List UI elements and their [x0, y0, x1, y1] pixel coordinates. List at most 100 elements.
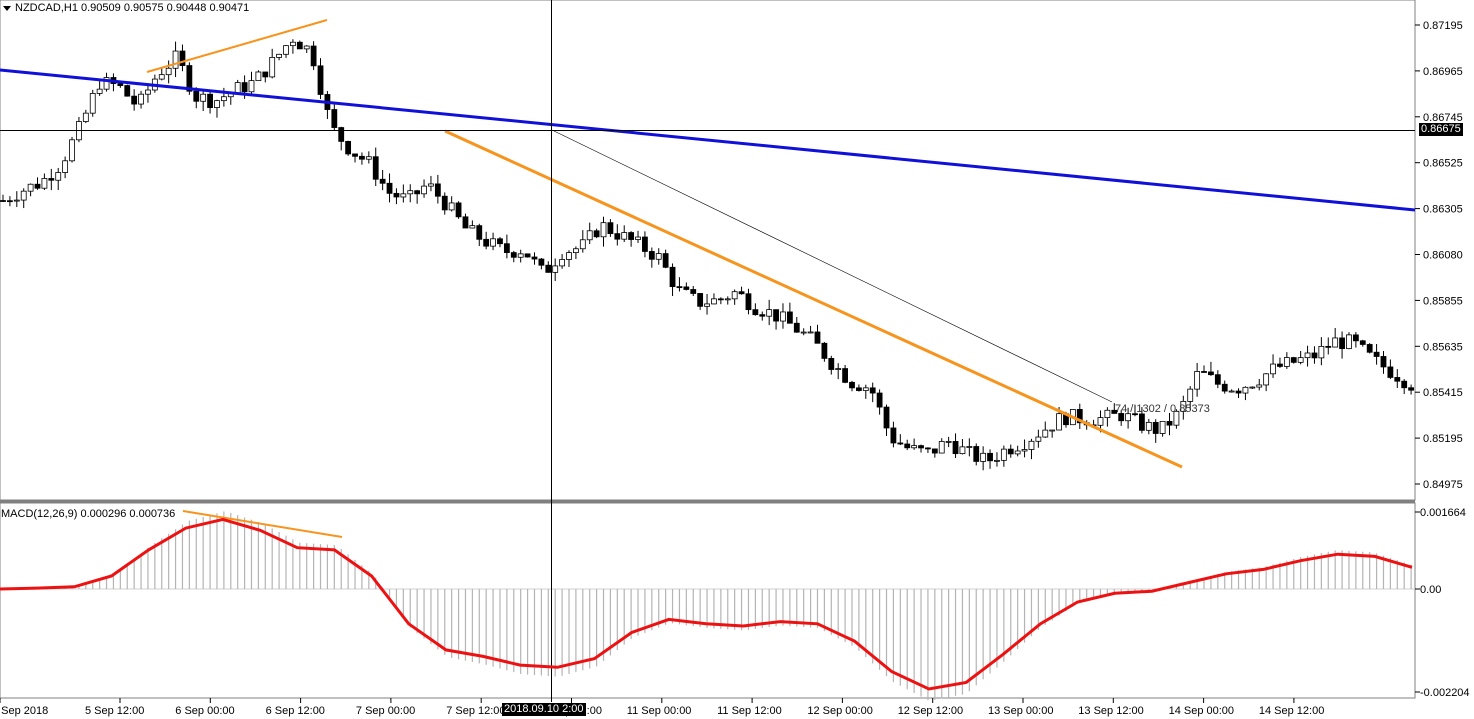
candle-body — [1173, 410, 1180, 426]
candle-body — [407, 190, 414, 195]
candle-body — [697, 293, 704, 307]
candle-body — [145, 89, 151, 95]
candle-body — [414, 190, 421, 195]
candle-body — [1373, 351, 1380, 357]
orange-trendline-top[interactable] — [146, 19, 328, 73]
candle-body — [766, 309, 773, 317]
candle-body — [973, 446, 980, 462]
candle-body — [7, 200, 13, 203]
candle-body — [883, 406, 890, 429]
candle-body — [1187, 388, 1194, 402]
candle-body — [1180, 401, 1187, 412]
candle-body — [503, 243, 510, 253]
candle-body — [69, 139, 75, 162]
orange-trendline-macd[interactable] — [182, 510, 343, 538]
candle-body — [538, 258, 545, 266]
candle-body — [1290, 357, 1297, 363]
candle-body — [103, 77, 110, 90]
candle-body — [1235, 390, 1242, 394]
price-tick-label: 0.86305 — [1423, 204, 1463, 216]
candle-body — [773, 309, 779, 322]
candle-body — [441, 195, 448, 211]
candle-body — [48, 178, 55, 181]
candle-body — [1166, 420, 1173, 426]
candle-body — [648, 251, 655, 260]
candle-body — [1256, 384, 1263, 388]
candle-body — [835, 368, 842, 370]
candle-body — [1194, 371, 1201, 390]
candle-body — [469, 225, 476, 229]
candle-body — [241, 82, 248, 93]
candle-body — [497, 238, 503, 245]
candle-body — [1201, 371, 1207, 373]
candle-body — [711, 298, 717, 305]
macd-signal-line — [0, 517, 1413, 691]
blue-trendline[interactable] — [0, 68, 1416, 212]
candle-body — [1366, 344, 1373, 353]
time-tick-label: 13 Sep 00:00 — [988, 705, 1053, 717]
candle-body — [1228, 390, 1235, 393]
candle-body — [800, 331, 807, 334]
time-tick-label: 5 Sep 2018 — [0, 705, 48, 717]
candle-body — [379, 178, 386, 184]
candle-body — [1242, 386, 1249, 394]
price-tick-label: 0.85635 — [1423, 341, 1463, 353]
candle-body — [1076, 409, 1083, 424]
candle-body — [448, 202, 455, 211]
candle-body — [1145, 421, 1152, 431]
candle-body — [296, 41, 303, 50]
price-tick-label: 0.87195 — [1423, 20, 1463, 32]
candle-body — [1028, 440, 1035, 450]
candle-body — [869, 387, 876, 394]
symbol-header-text: NZDCAD,H1 0.90509 0.90575 0.90448 0.9047… — [15, 2, 250, 14]
dropdown-triangle-icon[interactable] — [3, 5, 11, 11]
candle-body — [1339, 337, 1345, 350]
candle-body — [524, 253, 531, 258]
time-tick-label: 14 Sep 12:00 — [1259, 705, 1324, 717]
candle-body — [476, 225, 483, 240]
price-tick-label: 0.86080 — [1423, 250, 1463, 262]
candle-body — [131, 95, 138, 105]
candle-body — [918, 445, 924, 449]
candle-body — [717, 298, 724, 301]
candle-body — [607, 222, 614, 235]
candle-body — [862, 387, 869, 391]
macd-tick-label: 0.001664 — [1420, 507, 1466, 519]
candle-body — [290, 41, 296, 47]
candle-body — [793, 322, 800, 333]
time-tick-label: 5 Sep 12:00 — [85, 705, 144, 717]
candle-body — [814, 331, 821, 344]
candle-body — [13, 199, 20, 202]
candle-body — [1021, 449, 1028, 452]
measure-line[interactable] — [551, 129, 1113, 403]
macd-histogram — [9, 511, 1412, 701]
orange-trendline-channel[interactable] — [444, 129, 1183, 469]
candle-body — [786, 311, 793, 324]
candle-body — [1394, 377, 1401, 382]
candle-body — [1325, 345, 1332, 348]
candle-body — [1380, 356, 1387, 368]
candle-body — [759, 314, 766, 317]
time-tick-label: 13 Sep 12:00 — [1078, 705, 1143, 717]
time-tick-label: 11 Sep 00:00 — [627, 705, 692, 717]
candle-body — [904, 443, 911, 449]
candle-body — [255, 71, 262, 82]
measure-readout: 74 / 1302 / 0.85373 — [1115, 403, 1210, 415]
candle-body — [1221, 383, 1228, 392]
macd-axis: 0.001664 0.00 -0.002204 — [1415, 507, 1470, 699]
candle-body — [193, 90, 200, 102]
price-tick-label: 0.86525 — [1423, 158, 1463, 170]
candle-body — [34, 183, 41, 189]
price-tick-label: 0.86965 — [1423, 66, 1463, 78]
time-axis: 5 Sep 2018 5 Sep 12:00 6 Sep 00:00 6 Sep 12… — [0, 698, 1324, 717]
candle-body — [545, 264, 552, 273]
candle-body — [573, 248, 579, 254]
candle-body — [662, 253, 669, 268]
candle-body — [1152, 421, 1159, 434]
candle-body — [1249, 386, 1256, 389]
candle-body — [842, 368, 848, 383]
candle-body — [994, 459, 1000, 462]
candle-body — [124, 85, 131, 97]
candle-body — [780, 311, 786, 322]
